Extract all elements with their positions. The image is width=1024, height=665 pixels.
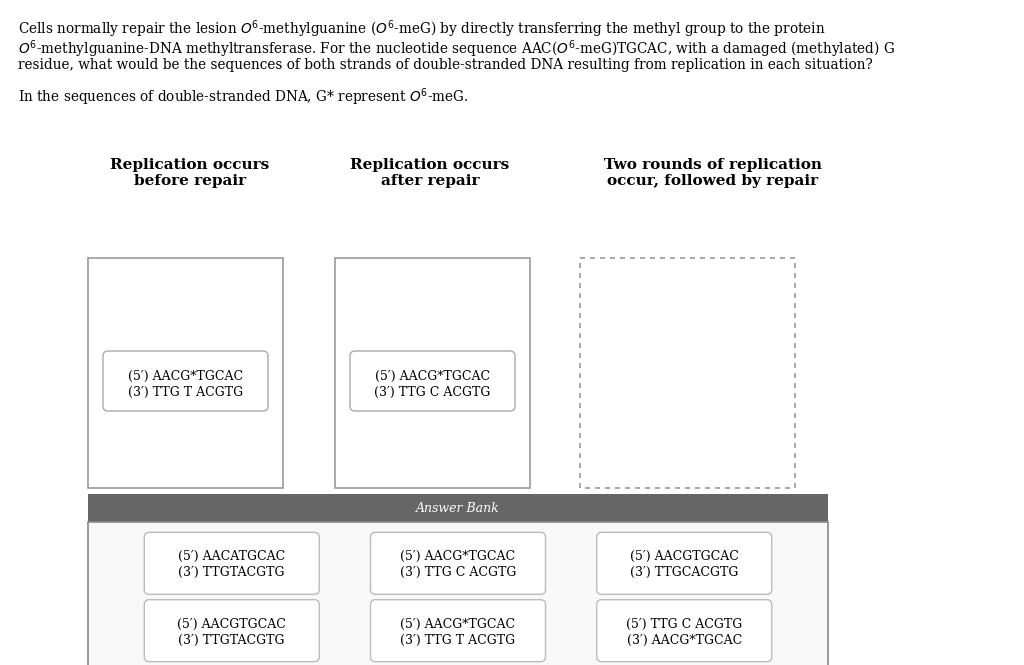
- Text: (5′) AACATGCAC: (5′) AACATGCAC: [178, 551, 286, 563]
- Text: (5′) AACG*TGCAC: (5′) AACG*TGCAC: [400, 618, 515, 630]
- Text: (5′) TTG C ACGTG: (5′) TTG C ACGTG: [626, 618, 742, 630]
- FancyBboxPatch shape: [350, 351, 515, 411]
- Text: Answer Bank: Answer Bank: [416, 501, 500, 515]
- Text: Two rounds of replication
occur, followed by repair: Two rounds of replication occur, followe…: [604, 158, 822, 188]
- Text: Replication occurs
after repair: Replication occurs after repair: [350, 158, 510, 188]
- Text: (5′) AACG*TGCAC: (5′) AACG*TGCAC: [400, 551, 515, 563]
- Text: (5′) AACGTGCAC: (5′) AACGTGCAC: [630, 551, 738, 563]
- Text: Cells normally repair the lesion $O^6$-methylguanine ($O^6$-meG) by directly tra: Cells normally repair the lesion $O^6$-m…: [18, 18, 825, 40]
- Text: (5′) AACG*TGCAC: (5′) AACG*TGCAC: [375, 370, 490, 383]
- FancyBboxPatch shape: [144, 600, 319, 662]
- Bar: [88, 522, 828, 665]
- Text: (3′) AACG*TGCAC: (3′) AACG*TGCAC: [627, 634, 741, 646]
- FancyBboxPatch shape: [371, 533, 546, 595]
- Bar: [580, 258, 795, 488]
- Text: residue, what would be the sequences of both strands of double-stranded DNA resu: residue, what would be the sequences of …: [18, 58, 872, 72]
- Text: (3′) TTGTACGTG: (3′) TTGTACGTG: [178, 634, 285, 646]
- Text: (3′) TTG C ACGTG: (3′) TTG C ACGTG: [375, 386, 490, 399]
- Text: (3′) TTG C ACGTG: (3′) TTG C ACGTG: [399, 567, 516, 579]
- Text: In the sequences of double-stranded DNA, G* represent $O^6$-meG.: In the sequences of double-stranded DNA,…: [18, 86, 469, 108]
- FancyBboxPatch shape: [144, 533, 319, 595]
- Text: Replication occurs
before repair: Replication occurs before repair: [111, 158, 269, 188]
- Bar: [88, 258, 283, 488]
- FancyBboxPatch shape: [103, 351, 268, 411]
- FancyBboxPatch shape: [371, 600, 546, 662]
- FancyBboxPatch shape: [597, 533, 772, 595]
- FancyBboxPatch shape: [597, 600, 772, 662]
- Text: (5′) AACGTGCAC: (5′) AACGTGCAC: [177, 618, 286, 630]
- Text: (3′) TTG T ACGTG: (3′) TTG T ACGTG: [400, 634, 515, 646]
- Bar: [335, 258, 530, 488]
- Text: (5′) AACG*TGCAC: (5′) AACG*TGCAC: [128, 370, 243, 383]
- Text: (3′) TTG T ACGTG: (3′) TTG T ACGTG: [128, 386, 243, 399]
- Bar: [88, 494, 828, 522]
- Text: (3′) TTGTACGTG: (3′) TTGTACGTG: [178, 567, 285, 579]
- Text: (3′) TTGCACGTG: (3′) TTGCACGTG: [630, 567, 738, 579]
- Text: $O^6$-methylguanine-DNA methyltransferase. For the nucleotide sequence AAC($O^6$: $O^6$-methylguanine-DNA methyltransferas…: [18, 38, 895, 60]
